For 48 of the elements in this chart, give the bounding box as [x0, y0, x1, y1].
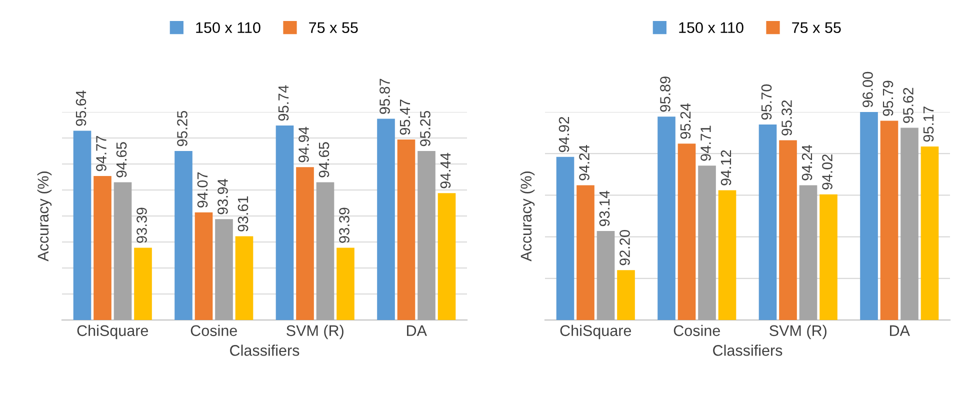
- data-label: 95.25: [177, 110, 188, 146]
- x-tick-label: DA: [407, 325, 427, 336]
- data-label: 95.89: [660, 76, 670, 112]
- data-label: 95.17: [923, 106, 934, 142]
- data-label: 94.44: [440, 152, 451, 188]
- y-axis-title: Accuracy (%): [520, 172, 535, 262]
- data-label: 95.24: [680, 103, 691, 139]
- x-tick-label: SVM (R): [770, 324, 826, 340]
- data-label: 94.65: [116, 142, 127, 178]
- legend-label: 75 x 55: [309, 22, 358, 34]
- data-label: 94.65: [318, 142, 330, 178]
- data-label: 94.02: [822, 154, 832, 190]
- data-label: 93.61: [238, 196, 248, 232]
- data-label: 95.64: [76, 90, 86, 126]
- data-label: 93.14: [599, 190, 610, 226]
- legend-label: 75 x 55: [792, 22, 841, 34]
- data-label: 95.25: [420, 110, 430, 146]
- data-label: 95.74: [278, 85, 289, 121]
- data-label: 94.24: [579, 144, 590, 180]
- legend-label: 150 x 110: [679, 22, 744, 34]
- x-axis-title: Classifiers: [713, 344, 782, 356]
- data-label: 95.32: [782, 100, 792, 136]
- data-label: 92.20: [620, 230, 630, 266]
- legend-label: 150 x 110: [196, 22, 260, 34]
- data-label: 95.79: [882, 80, 894, 116]
- data-label: 95.62: [903, 88, 914, 123]
- data-label: 94.77: [96, 136, 106, 172]
- x-tick-label: Cosine: [190, 324, 237, 336]
- data-label: 96.00: [862, 72, 873, 108]
- data-label: 94.24: [802, 144, 812, 180]
- x-tick-label: Cosine: [674, 324, 720, 336]
- x-tick-label: SVM (R): [286, 324, 344, 340]
- data-label: 95.47: [400, 100, 410, 135]
- data-label: 95.70: [761, 84, 772, 120]
- x-tick-label: ChiSquare: [560, 324, 632, 340]
- x-axis-title: Classifiers: [230, 344, 300, 356]
- data-label: 94.71: [700, 126, 711, 161]
- data-label: 95.87: [380, 78, 390, 114]
- data-label: 94.12: [720, 150, 732, 186]
- data-label: 93.39: [136, 208, 147, 243]
- x-tick-label: ChiSquare: [77, 324, 148, 340]
- data-label: 94.94: [298, 126, 309, 162]
- data-label: 93.39: [339, 208, 350, 243]
- data-label: 94.07: [197, 172, 208, 208]
- y-axis-title: Accuracy (%): [37, 172, 52, 262]
- x-tick-label: DA: [890, 325, 910, 336]
- data-label: 93.94: [218, 178, 228, 214]
- data-label: 94.92: [558, 117, 570, 152]
